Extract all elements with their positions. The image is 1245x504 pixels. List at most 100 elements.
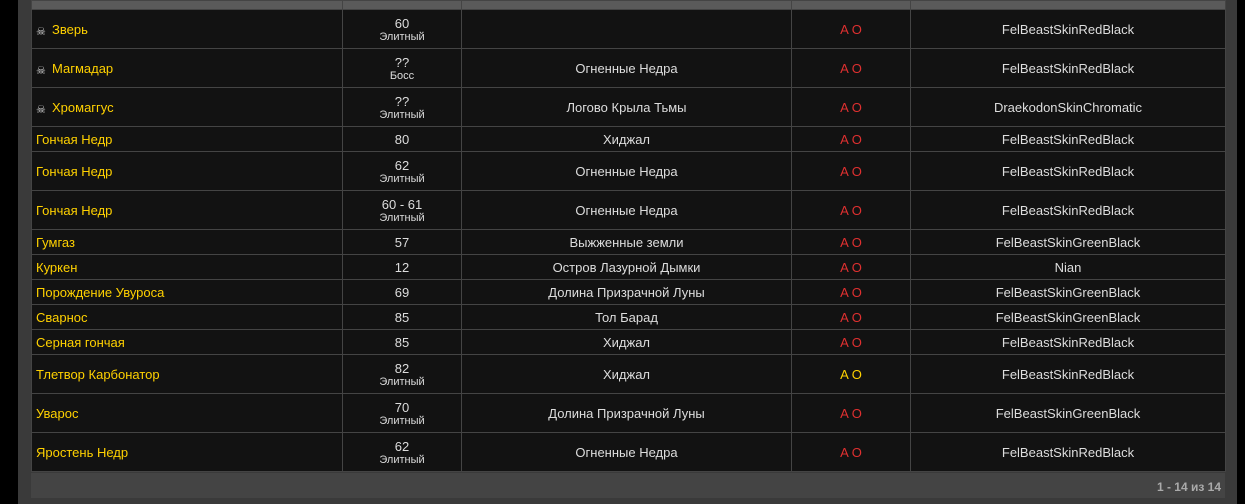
skin-cell: FelBeastSkinRedBlack: [910, 48, 1226, 88]
classification: Элитный: [379, 453, 425, 466]
npc-name-link[interactable]: Серная гончая: [36, 334, 125, 350]
table-row[interactable]: Сварнос 85 Тол Барад A O FelBeastSkinGreenBl…: [31, 304, 1226, 330]
npc-name-link[interactable]: Зверь: [52, 21, 88, 37]
reaction: A O: [840, 259, 862, 275]
zone-cell[interactable]: Огненные Недра: [461, 190, 792, 230]
table-row[interactable]: Гончая Недр 60 - 61 Элитный Огненные Недра A…: [31, 190, 1226, 230]
npc-name-cell[interactable]: Гончая Недр: [31, 151, 343, 191]
level: ??: [394, 54, 410, 70]
npc-name-cell[interactable]: Тлетвор Карбонатор: [31, 354, 343, 394]
level-cell: 60 Элитный: [342, 9, 462, 49]
npc-name-cell[interactable]: Гумгаз: [31, 229, 343, 255]
zone-link[interactable]: Долина Призрачной Луны: [548, 284, 705, 300]
npc-name-link[interactable]: Куркен: [36, 259, 78, 275]
npc-name-link[interactable]: Гончая Недр: [36, 131, 113, 147]
npc-name-cell[interactable]: Серная гончая: [31, 329, 343, 355]
npc-name-cell[interactable]: Яростень Недр: [31, 432, 343, 472]
header-level[interactable]: [342, 0, 462, 10]
npc-name-cell[interactable]: ☠ Магмадар: [31, 48, 343, 88]
zone-cell[interactable]: Хиджал: [461, 126, 792, 152]
table-row[interactable]: Уварос 70 Элитный Долина Призрачной Луны A O…: [31, 393, 1226, 433]
zone-cell[interactable]: Хиджал: [461, 354, 792, 394]
level-cell: 85: [342, 329, 462, 355]
react-cell: A O: [791, 151, 911, 191]
header-react[interactable]: [791, 0, 911, 10]
skin: FelBeastSkinGreenBlack: [995, 309, 1141, 325]
react-cell: A O: [791, 229, 911, 255]
table-row[interactable]: Гумгаз 57 Выжженные земли A O FelBeastSkinGr…: [31, 229, 1226, 255]
npc-name-cell[interactable]: ☠ Хромаггус: [31, 87, 343, 127]
skin: FelBeastSkinRedBlack: [1001, 21, 1135, 37]
npc-name-link[interactable]: Тлетвор Карбонатор: [36, 366, 160, 382]
npc-name-link[interactable]: Сварнос: [36, 309, 88, 325]
level-cell: 85: [342, 304, 462, 330]
classification: Элитный: [379, 108, 425, 121]
table-row[interactable]: ☠ Магмадар?? Босс Огненные Недра A O FelBeast…: [31, 48, 1226, 88]
table-row[interactable]: Гончая Недр 62 Элитный Огненные Недра A O Fel…: [31, 151, 1226, 191]
npc-name-cell[interactable]: Порождение Увуроса: [31, 279, 343, 305]
zone-link[interactable]: Долина Призрачной Луны: [548, 405, 705, 421]
zone-cell[interactable]: Тол Барад: [461, 304, 792, 330]
table-row[interactable]: Серная гончая 85 Хиджал A O FelBeastSkinRedB…: [31, 329, 1226, 355]
zone-link[interactable]: Логово Крыла Тьмы: [566, 99, 687, 115]
reaction: A O: [840, 405, 862, 421]
level: 80: [394, 131, 410, 147]
npc-name-link[interactable]: Порождение Увуроса: [36, 284, 165, 300]
zone-link[interactable]: Тол Барад: [595, 309, 658, 325]
zone-cell[interactable]: Логово Крыла Тьмы: [461, 87, 792, 127]
table-row[interactable]: Гончая Недр 80 Хиджал A O FelBeastSkinRedBla…: [31, 126, 1226, 152]
zone-link[interactable]: Огненные Недра: [575, 60, 678, 76]
zone-cell[interactable]: Долина Призрачной Луны: [461, 279, 792, 305]
table-row[interactable]: Порождение Увуроса 69 Долина Призрачной Лу…: [31, 279, 1226, 305]
npc-name-cell[interactable]: Гончая Недр: [31, 126, 343, 152]
zone-link[interactable]: Выжженные земли: [569, 234, 684, 250]
npc-name-cell[interactable]: ☠ Зверь: [31, 9, 343, 49]
skin: FelBeastSkinRedBlack: [1001, 366, 1135, 382]
npc-name-cell[interactable]: Куркен: [31, 254, 343, 280]
npc-name-link[interactable]: Гумгаз: [36, 234, 75, 250]
react-cell: A O: [791, 279, 911, 305]
header-zone[interactable]: [461, 0, 792, 10]
zone-cell[interactable]: Хиджал: [461, 329, 792, 355]
npc-name-link[interactable]: Гончая Недр: [36, 202, 113, 218]
zone-cell[interactable]: Огненные Недра: [461, 48, 792, 88]
table-row[interactable]: Тлетвор Карбонатор 82 Элитный Хиджал A O FelB…: [31, 354, 1226, 394]
table-row[interactable]: ☠ Зверь 60 Элитный A O FelBeastSkinRedBlack: [31, 9, 1226, 49]
table-row[interactable]: Яростень Недр 62 Элитный Огненные Недра A O F…: [31, 432, 1226, 472]
zone-cell[interactable]: Огненные Недра: [461, 151, 792, 191]
zone-cell[interactable]: Огненные Недра: [461, 432, 792, 472]
skin: FelBeastSkinGreenBlack: [995, 234, 1141, 250]
npc-name-cell[interactable]: Сварнос: [31, 304, 343, 330]
skin-cell: FelBeastSkinRedBlack: [910, 432, 1226, 472]
zone-link[interactable]: Хиджал: [602, 334, 651, 350]
zone-cell[interactable]: Остров Лазурной Дымки: [461, 254, 792, 280]
skin-cell: Nian: [910, 254, 1226, 280]
npc-name-link[interactable]: Яростень Недр: [36, 444, 129, 460]
zone-link[interactable]: Хиджал: [602, 366, 651, 382]
zone-cell[interactable]: [461, 9, 792, 49]
zone-link[interactable]: Остров Лазурной Дымки: [552, 259, 701, 275]
skin-cell: FelBeastSkinRedBlack: [910, 329, 1226, 355]
table-row[interactable]: Куркен 12 Остров Лазурной Дымки A O Nian: [31, 254, 1226, 280]
zone-cell[interactable]: Долина Призрачной Луны: [461, 393, 792, 433]
header-name[interactable]: [31, 0, 343, 10]
npc-name-cell[interactable]: Гончая Недр: [31, 190, 343, 230]
skin-cell: FelBeastSkinRedBlack: [910, 190, 1226, 230]
table-header: [31, 0, 1226, 10]
npc-name-link[interactable]: Уварос: [36, 405, 79, 421]
npc-name-link[interactable]: Хромаггус: [52, 99, 114, 115]
zone-link[interactable]: Огненные Недра: [575, 163, 678, 179]
level-cell: 82 Элитный: [342, 354, 462, 394]
zone-link[interactable]: Хиджал: [602, 131, 651, 147]
zone-link[interactable]: Огненные Недра: [575, 202, 678, 218]
level-cell: 69: [342, 279, 462, 305]
npc-name-cell[interactable]: Уварос: [31, 393, 343, 433]
npc-name-link[interactable]: Гончая Недр: [36, 163, 113, 179]
npc-name-link[interactable]: Магмадар: [52, 60, 114, 76]
zone-cell[interactable]: Выжженные земли: [461, 229, 792, 255]
react-cell: A O: [791, 393, 911, 433]
zone-link[interactable]: Огненные Недра: [575, 444, 678, 460]
header-skin[interactable]: [910, 0, 1226, 10]
level: 85: [394, 334, 410, 350]
